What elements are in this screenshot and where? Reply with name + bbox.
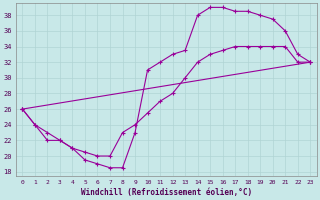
X-axis label: Windchill (Refroidissement éolien,°C): Windchill (Refroidissement éolien,°C) bbox=[81, 188, 252, 197]
